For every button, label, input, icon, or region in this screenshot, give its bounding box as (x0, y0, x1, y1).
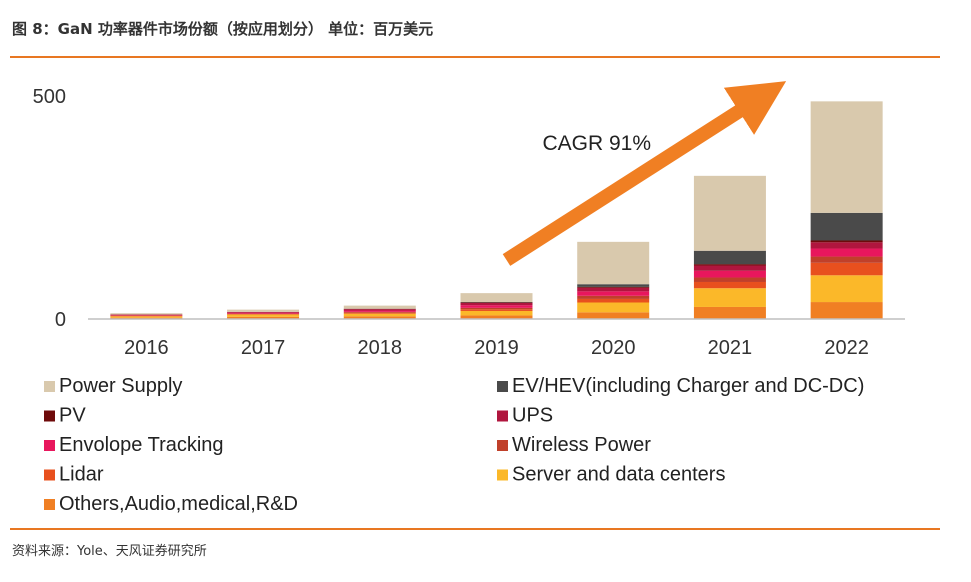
bar-segment (810, 256, 883, 263)
bar-segment (810, 275, 883, 303)
legend-label: PV (59, 405, 86, 427)
x-tick-label: 2019 (474, 337, 519, 359)
legend-label: EV/HEV(including Charger and DC-DC) (512, 375, 864, 397)
legend-label: UPS (512, 405, 553, 427)
bars-group (110, 101, 883, 319)
bar-segment (227, 314, 300, 317)
legend-swatch (44, 440, 55, 451)
bar-segment (460, 309, 533, 311)
x-tick-label: 2020 (591, 337, 636, 359)
bar-segment (577, 291, 650, 296)
legend-label: Others,Audio,medical,R&D (59, 493, 298, 515)
bar-segment (110, 313, 183, 315)
bar-segment (810, 242, 883, 249)
x-tick-label: 2018 (358, 337, 403, 359)
bar-segment (460, 302, 533, 306)
cagr-arrow (502, 81, 787, 266)
legend: Power Supply EV/HEV(including Charger and… (44, 375, 864, 515)
bar-segment (227, 312, 300, 314)
bar-segment (693, 288, 766, 307)
bar-segment (460, 315, 533, 319)
y-tick-label: 500 (33, 86, 66, 108)
legend-swatch (497, 440, 508, 451)
bar-segment (693, 250, 766, 265)
bar-segment (810, 212, 883, 241)
bar-segment (227, 316, 300, 319)
bar-segment (343, 312, 416, 314)
legend-label: Power Supply (59, 375, 182, 397)
legend-label: Lidar (59, 464, 104, 486)
bar-segment (227, 311, 300, 313)
legend-swatch (44, 381, 55, 392)
bar-segment (810, 262, 883, 276)
bar-segment (460, 293, 533, 303)
x-tick-label: 2016 (124, 337, 169, 359)
bar-segment (810, 240, 883, 243)
bar-segment (577, 287, 650, 292)
bar-segment (577, 312, 650, 319)
bar-segment (343, 310, 416, 312)
bar-segment (810, 248, 883, 257)
bar-segment (693, 175, 766, 251)
source-note: 资料来源：Yole、天风证券研究所 (12, 544, 207, 559)
y-axis-ticks: 0 500 (33, 86, 66, 331)
bar-segment (343, 313, 416, 317)
bar-segment (577, 298, 650, 303)
bar-segment (810, 101, 883, 213)
bar-segment (693, 265, 766, 271)
bottom-divider (10, 528, 940, 530)
legend-label: Wireless Power (512, 434, 651, 456)
bar-segment (577, 241, 650, 285)
x-tick-label: 2022 (824, 337, 869, 359)
y-tick-label: 0 (55, 309, 66, 331)
legend-swatch (44, 469, 55, 481)
legend-label: Server and data centers (512, 464, 725, 486)
bar-segment (343, 305, 416, 309)
bar-segment (693, 281, 766, 289)
bar-segment (343, 309, 416, 311)
bar-segment (693, 306, 766, 319)
legend-swatch (497, 410, 508, 422)
x-axis-labels: 2016 2017 2018 2019 2020 2021 2022 (124, 337, 869, 359)
bar-segment (577, 284, 650, 287)
legend-swatch (497, 381, 508, 392)
x-tick-label: 2021 (708, 337, 753, 359)
chart-title: 图 8：GaN 功率器件市场份额（按应用划分） 单位：百万美元 (12, 20, 434, 38)
cagr-annotation: CAGR 91% (543, 132, 652, 155)
legend-swatch (497, 469, 508, 481)
bar-segment (460, 305, 533, 308)
bar-segment (343, 316, 416, 319)
legend-swatch (44, 410, 55, 422)
bar-segment (460, 310, 533, 316)
top-divider (10, 56, 940, 58)
legend-label: Envolope Tracking (59, 434, 224, 456)
bar-segment (577, 286, 650, 288)
legend-swatch (44, 499, 55, 510)
bar-segment (577, 302, 650, 313)
bar-segment (693, 264, 766, 266)
bar-segment (693, 277, 766, 282)
bar-segment (810, 302, 883, 319)
bar-segment (577, 295, 650, 299)
bar-segment (227, 309, 300, 312)
bar-segment (460, 307, 533, 310)
bar-segment (693, 270, 766, 278)
bar-segment (343, 311, 416, 313)
bar-segment (110, 316, 183, 318)
x-tick-label: 2017 (241, 337, 286, 359)
